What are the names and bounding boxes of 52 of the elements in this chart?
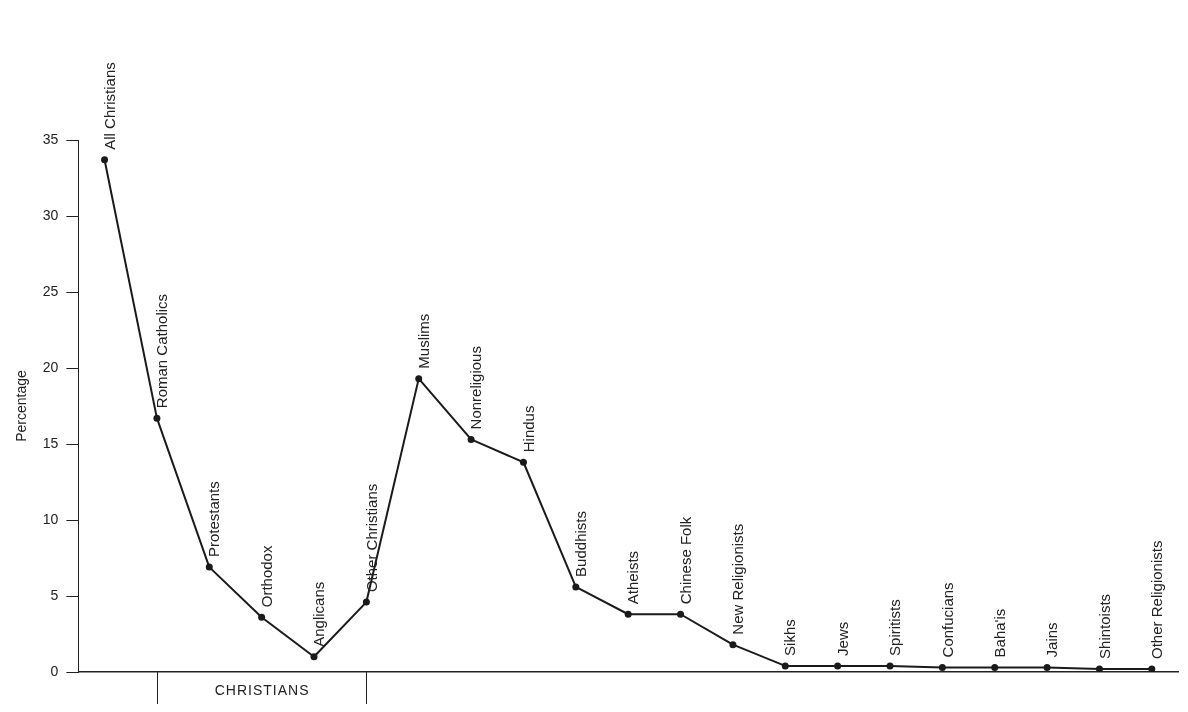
point: [1095, 665, 1103, 672]
x-tick-label: Protestants: [205, 481, 223, 558]
point: [362, 598, 370, 606]
y-tick-label: 0: [50, 662, 59, 679]
point: [415, 375, 423, 383]
x-tick-label: Atheists: [624, 550, 642, 605]
x-tick-label: Hindus: [519, 405, 537, 453]
point: [1043, 663, 1051, 671]
point: [624, 610, 632, 618]
point: [991, 663, 999, 671]
x-tick-label: Sikhs: [781, 619, 799, 656]
y-tick-label: 25: [42, 282, 59, 299]
y-tick-label: 35: [42, 130, 59, 147]
y-tick-label: 10: [42, 510, 59, 527]
y-axis-title: Percentage: [13, 369, 30, 442]
point: [729, 641, 737, 649]
x-tick-label: Nonreligious: [467, 346, 485, 430]
x-tick-label: Other Religionists: [1147, 540, 1165, 659]
point: [101, 156, 109, 164]
point: [834, 662, 842, 670]
point: [467, 435, 475, 443]
x-tick-label: Orthodox: [257, 545, 275, 608]
x-tick-label: Chinese Folk: [676, 516, 694, 605]
point: [781, 662, 789, 670]
x-tick-label: Jains: [1043, 622, 1061, 658]
x-tick-label: Buddhists: [571, 511, 589, 577]
x-tick-label: Anglicans: [310, 581, 328, 647]
x-tick-label: Muslims: [414, 313, 432, 369]
x-tick-label: Roman Catholics: [153, 293, 171, 409]
point: [258, 613, 266, 621]
point: [310, 653, 318, 661]
point: [886, 662, 894, 670]
point: [677, 610, 685, 618]
point: [519, 458, 527, 466]
y-tick-label: 20: [42, 358, 59, 375]
point: [938, 663, 946, 671]
y-tick-label: 30: [42, 206, 59, 223]
bracket: CHRISTIANS: [156, 672, 368, 704]
x-tick-label: Confucians: [938, 582, 956, 658]
point: [205, 563, 213, 571]
y-tick-label: 5: [50, 586, 59, 603]
x-tick-label: Baha'is: [990, 608, 1008, 658]
x-tick-label: Other Christians: [362, 483, 380, 593]
point: [1148, 665, 1156, 672]
x-tick-label: Shintoists: [1095, 593, 1113, 659]
x-tick-label: Jews: [833, 621, 851, 656]
point: [572, 583, 580, 591]
y-tick-label: 15: [42, 434, 59, 451]
x-tick-label: All Christians: [100, 62, 118, 150]
x-tick-label: New Religionists: [729, 523, 747, 635]
x-tick-label: Spiritists: [886, 599, 904, 656]
point: [153, 414, 161, 422]
